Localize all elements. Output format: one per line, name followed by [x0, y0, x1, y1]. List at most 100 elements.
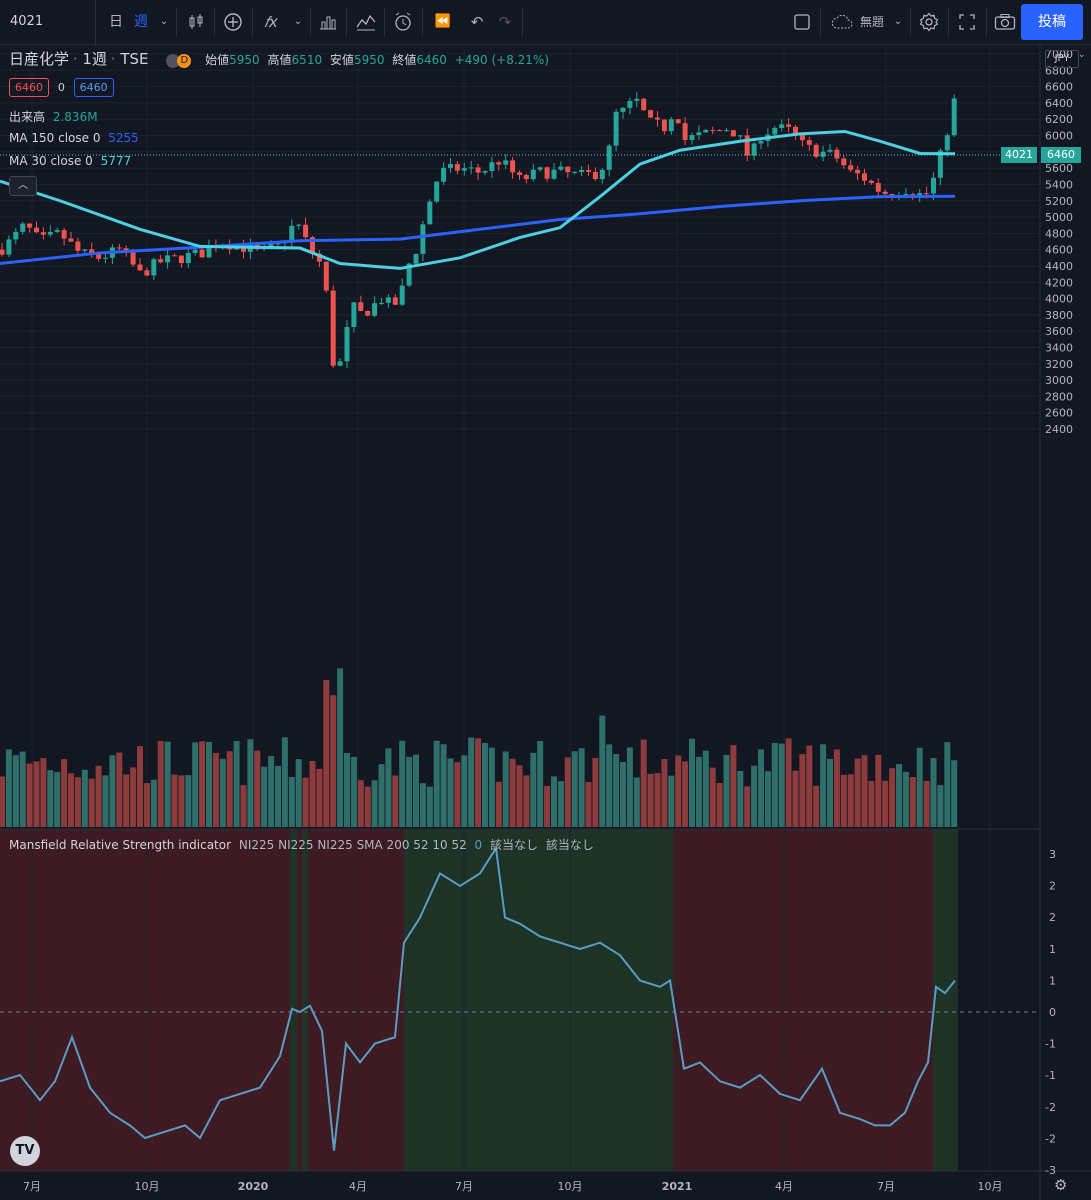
candle-body	[537, 167, 543, 170]
volume-bar	[709, 767, 716, 827]
ma150-legend: MA 150 close 0 5255	[9, 131, 139, 145]
volume-bar	[613, 754, 620, 827]
rs-tick-label: -2	[1045, 1101, 1056, 1114]
candle-body	[551, 169, 557, 179]
chevron-down-icon[interactable]: ⌄	[159, 16, 169, 27]
volume-bar	[578, 748, 585, 827]
bar-chart-icon[interactable]	[316, 0, 340, 44]
layout-name[interactable]: 無題	[859, 15, 884, 29]
price-tick-label: 4600	[1045, 244, 1073, 257]
camera-icon[interactable]	[992, 0, 1018, 44]
candle-body	[427, 201, 433, 225]
volume-bar	[468, 737, 475, 827]
ask-box[interactable]: 6460	[73, 78, 114, 97]
expand-icon[interactable]	[954, 0, 980, 44]
candle-body	[496, 162, 502, 165]
rs-zone	[290, 829, 297, 1171]
bid-box[interactable]: 6460	[9, 78, 49, 97]
candle-body	[682, 123, 688, 140]
volume-bar	[827, 758, 833, 827]
chevron-down-icon[interactable]: ⌄	[1078, 50, 1086, 60]
interval-week-button[interactable]: 週	[134, 14, 148, 30]
gear-icon[interactable]: ⚙	[1054, 1176, 1068, 1194]
candle-body	[289, 225, 295, 243]
candle-body	[461, 168, 467, 171]
ma150-value: 5255	[108, 131, 139, 145]
chevron-down-icon[interactable]: ⌄	[293, 16, 303, 27]
tradingview-logo[interactable]: TV	[10, 1136, 40, 1166]
last-price-tag: 6460	[1041, 147, 1081, 163]
candle-body	[689, 135, 695, 140]
volume-bar	[771, 742, 778, 827]
compare-add-icon[interactable]	[220, 0, 246, 44]
volume-bar	[406, 756, 413, 827]
open-value: 5950	[229, 53, 260, 67]
volume-bar	[81, 769, 88, 827]
volume-bar	[0, 776, 5, 827]
candle-body	[20, 223, 26, 232]
alarm-clock-icon[interactable]	[390, 0, 416, 44]
cloud-icon[interactable]	[828, 0, 856, 44]
candle-body	[868, 180, 874, 184]
candle-body	[475, 167, 481, 173]
volume-bar	[840, 774, 847, 827]
ma30-legend: MA 30 close 0 5777	[9, 154, 131, 168]
volume-bar	[702, 750, 709, 827]
replay-icon[interactable]: ⏪	[434, 14, 452, 29]
undo-icon[interactable]: ↶	[470, 13, 484, 31]
time-tick-label: 4月	[349, 1180, 367, 1193]
candle-body	[344, 326, 350, 362]
candle-body	[668, 119, 674, 132]
price-tick-label: 5600	[1045, 162, 1073, 175]
candle-body	[372, 303, 378, 316]
candle-body	[206, 246, 212, 258]
candle-body	[406, 263, 412, 286]
volume-bar	[102, 775, 109, 827]
candle-body	[599, 169, 605, 180]
volume-bar	[95, 765, 102, 827]
time-tick-label: 2021	[662, 1180, 693, 1193]
candle-body	[358, 302, 364, 311]
time-tick-label: 10月	[978, 1180, 1003, 1193]
volume-bar	[737, 771, 744, 827]
candle-body	[613, 111, 619, 146]
candle-body	[468, 167, 474, 169]
ma30-label: MA 30 close 0	[9, 154, 93, 168]
volume-bar	[433, 740, 440, 827]
candle-style-icon[interactable]	[184, 0, 208, 44]
indicators-fx-icon[interactable]: 𝑓x	[264, 13, 278, 31]
volume-bar	[564, 757, 571, 827]
volume-bar	[309, 760, 316, 827]
price-tick-label: 6200	[1045, 113, 1073, 126]
chart-canvas[interactable]: 7000680066006400620060005800560054005200…	[0, 44, 1091, 1200]
publish-button[interactable]: 投稿	[1021, 4, 1083, 40]
candle-body	[572, 171, 578, 173]
redo-icon[interactable]: ↷	[498, 13, 512, 31]
symbol-search[interactable]: 4021	[0, 0, 96, 44]
candle-body	[648, 110, 654, 118]
volume-bar	[40, 758, 47, 827]
candle-body	[89, 249, 95, 254]
candle-body	[586, 170, 591, 172]
interval-day-button[interactable]: 日	[109, 14, 123, 30]
volume-bar	[820, 744, 827, 827]
candle-body	[841, 158, 847, 166]
candle-body	[6, 239, 12, 255]
candle-body	[434, 181, 440, 202]
currency-selector[interactable]: JPY	[1045, 50, 1079, 68]
volume-bar	[799, 754, 806, 827]
volume-bar	[537, 740, 544, 827]
line-chart-icon[interactable]	[354, 0, 378, 44]
fullscreen-box-icon[interactable]	[790, 0, 814, 44]
gear-icon[interactable]	[916, 0, 942, 44]
volume-bar	[557, 781, 564, 827]
chevron-down-icon[interactable]: ⌄	[893, 16, 903, 27]
price-tick-label: 2800	[1045, 390, 1073, 403]
collapse-legend-button[interactable]: ︿	[9, 176, 37, 196]
price-tick-label: 4200	[1045, 276, 1073, 289]
volume-bar	[247, 739, 254, 827]
candle-body	[441, 167, 447, 182]
volume-bar	[419, 783, 426, 827]
candle-body	[330, 290, 336, 366]
volume-bar	[730, 745, 737, 827]
